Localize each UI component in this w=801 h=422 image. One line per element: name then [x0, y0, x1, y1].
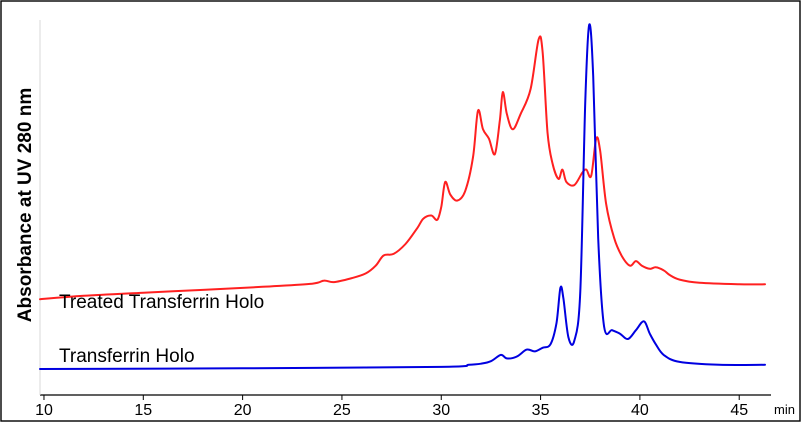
x-tick-label-15: 15 — [134, 402, 152, 419]
series-label-treated: Treated Transferrin Holo — [59, 292, 264, 313]
x-axis-unit-label: min — [774, 402, 795, 417]
x-ticks: 10 15 20 25 30 35 40 45 — [35, 395, 748, 419]
traces — [40, 24, 765, 369]
y-axis-label: Absorbance at UV 280 nm — [15, 88, 36, 322]
series-line-0 — [40, 36, 765, 299]
series-label-holo: Transferrin Holo — [59, 346, 195, 367]
x-tick-label-45: 45 — [730, 402, 748, 419]
x-tick-label-10: 10 — [35, 402, 53, 419]
x-tick-label-25: 25 — [333, 402, 351, 419]
series-line-1 — [40, 24, 765, 369]
x-tick-label-35: 35 — [532, 402, 550, 419]
x-tick-label-40: 40 — [631, 402, 649, 419]
x-tick-label-30: 30 — [432, 402, 450, 419]
x-tick-label-20: 20 — [234, 402, 252, 419]
